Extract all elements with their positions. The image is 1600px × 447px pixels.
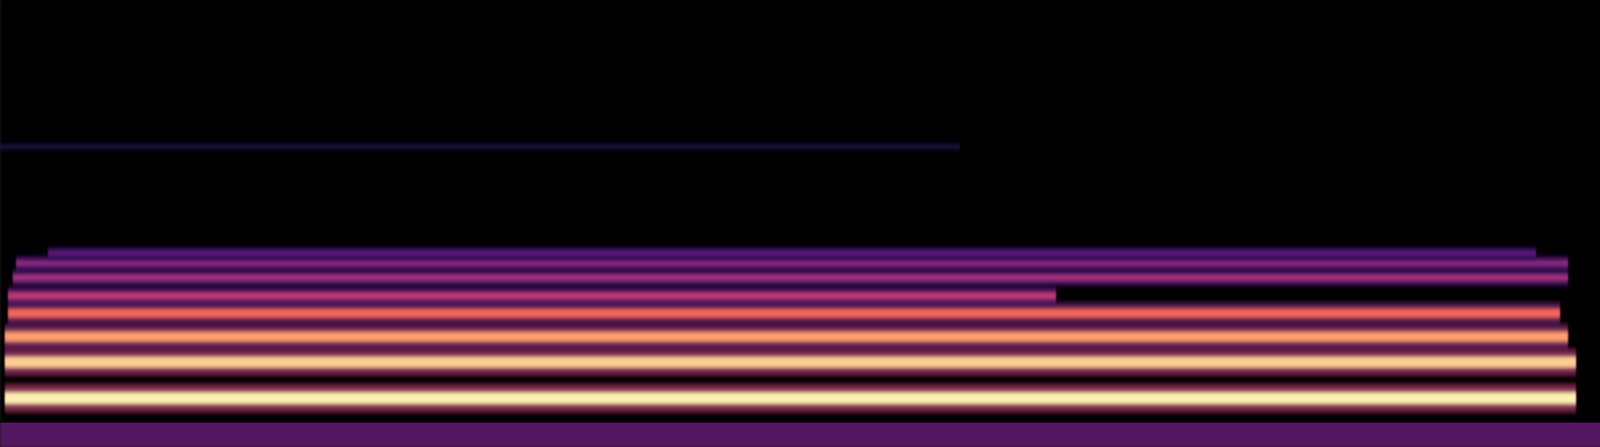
chart (0, 0, 1600, 447)
harmonic-halo (4, 383, 1576, 413)
harmonic-band (4, 331, 1568, 343)
harmonic-halo (4, 348, 1576, 376)
y-axis-line (0, 0, 2, 447)
y-axis (0, 0, 2, 447)
noise-floor (0, 422, 1600, 447)
harmonic-halo (8, 286, 1056, 306)
harmonic-halo (8, 302, 1561, 325)
background (0, 0, 1600, 447)
harmonic-band (8, 291, 1056, 300)
harmonic (4, 348, 1576, 376)
harmonic (0, 142, 961, 151)
harmonic-halo (12, 269, 1568, 287)
harmonic (8, 286, 1056, 306)
harmonic (12, 269, 1568, 287)
harmonic-band (16, 259, 1569, 267)
harmonic (8, 302, 1561, 325)
harmonic-halo (4, 324, 1568, 350)
harmonic-halo (47, 246, 1537, 260)
harmonic (47, 246, 1537, 260)
harmonic-band (47, 250, 1537, 257)
harmonic-band (8, 308, 1561, 319)
harmonic-band (0, 144, 961, 149)
harmonic-band (12, 274, 1568, 282)
harmonic (4, 324, 1568, 350)
harmonic-band (4, 356, 1576, 369)
harmonic (4, 383, 1576, 413)
plot-area (0, 142, 1600, 447)
harmonic-band (4, 391, 1576, 406)
harmonic-halo (0, 142, 961, 151)
